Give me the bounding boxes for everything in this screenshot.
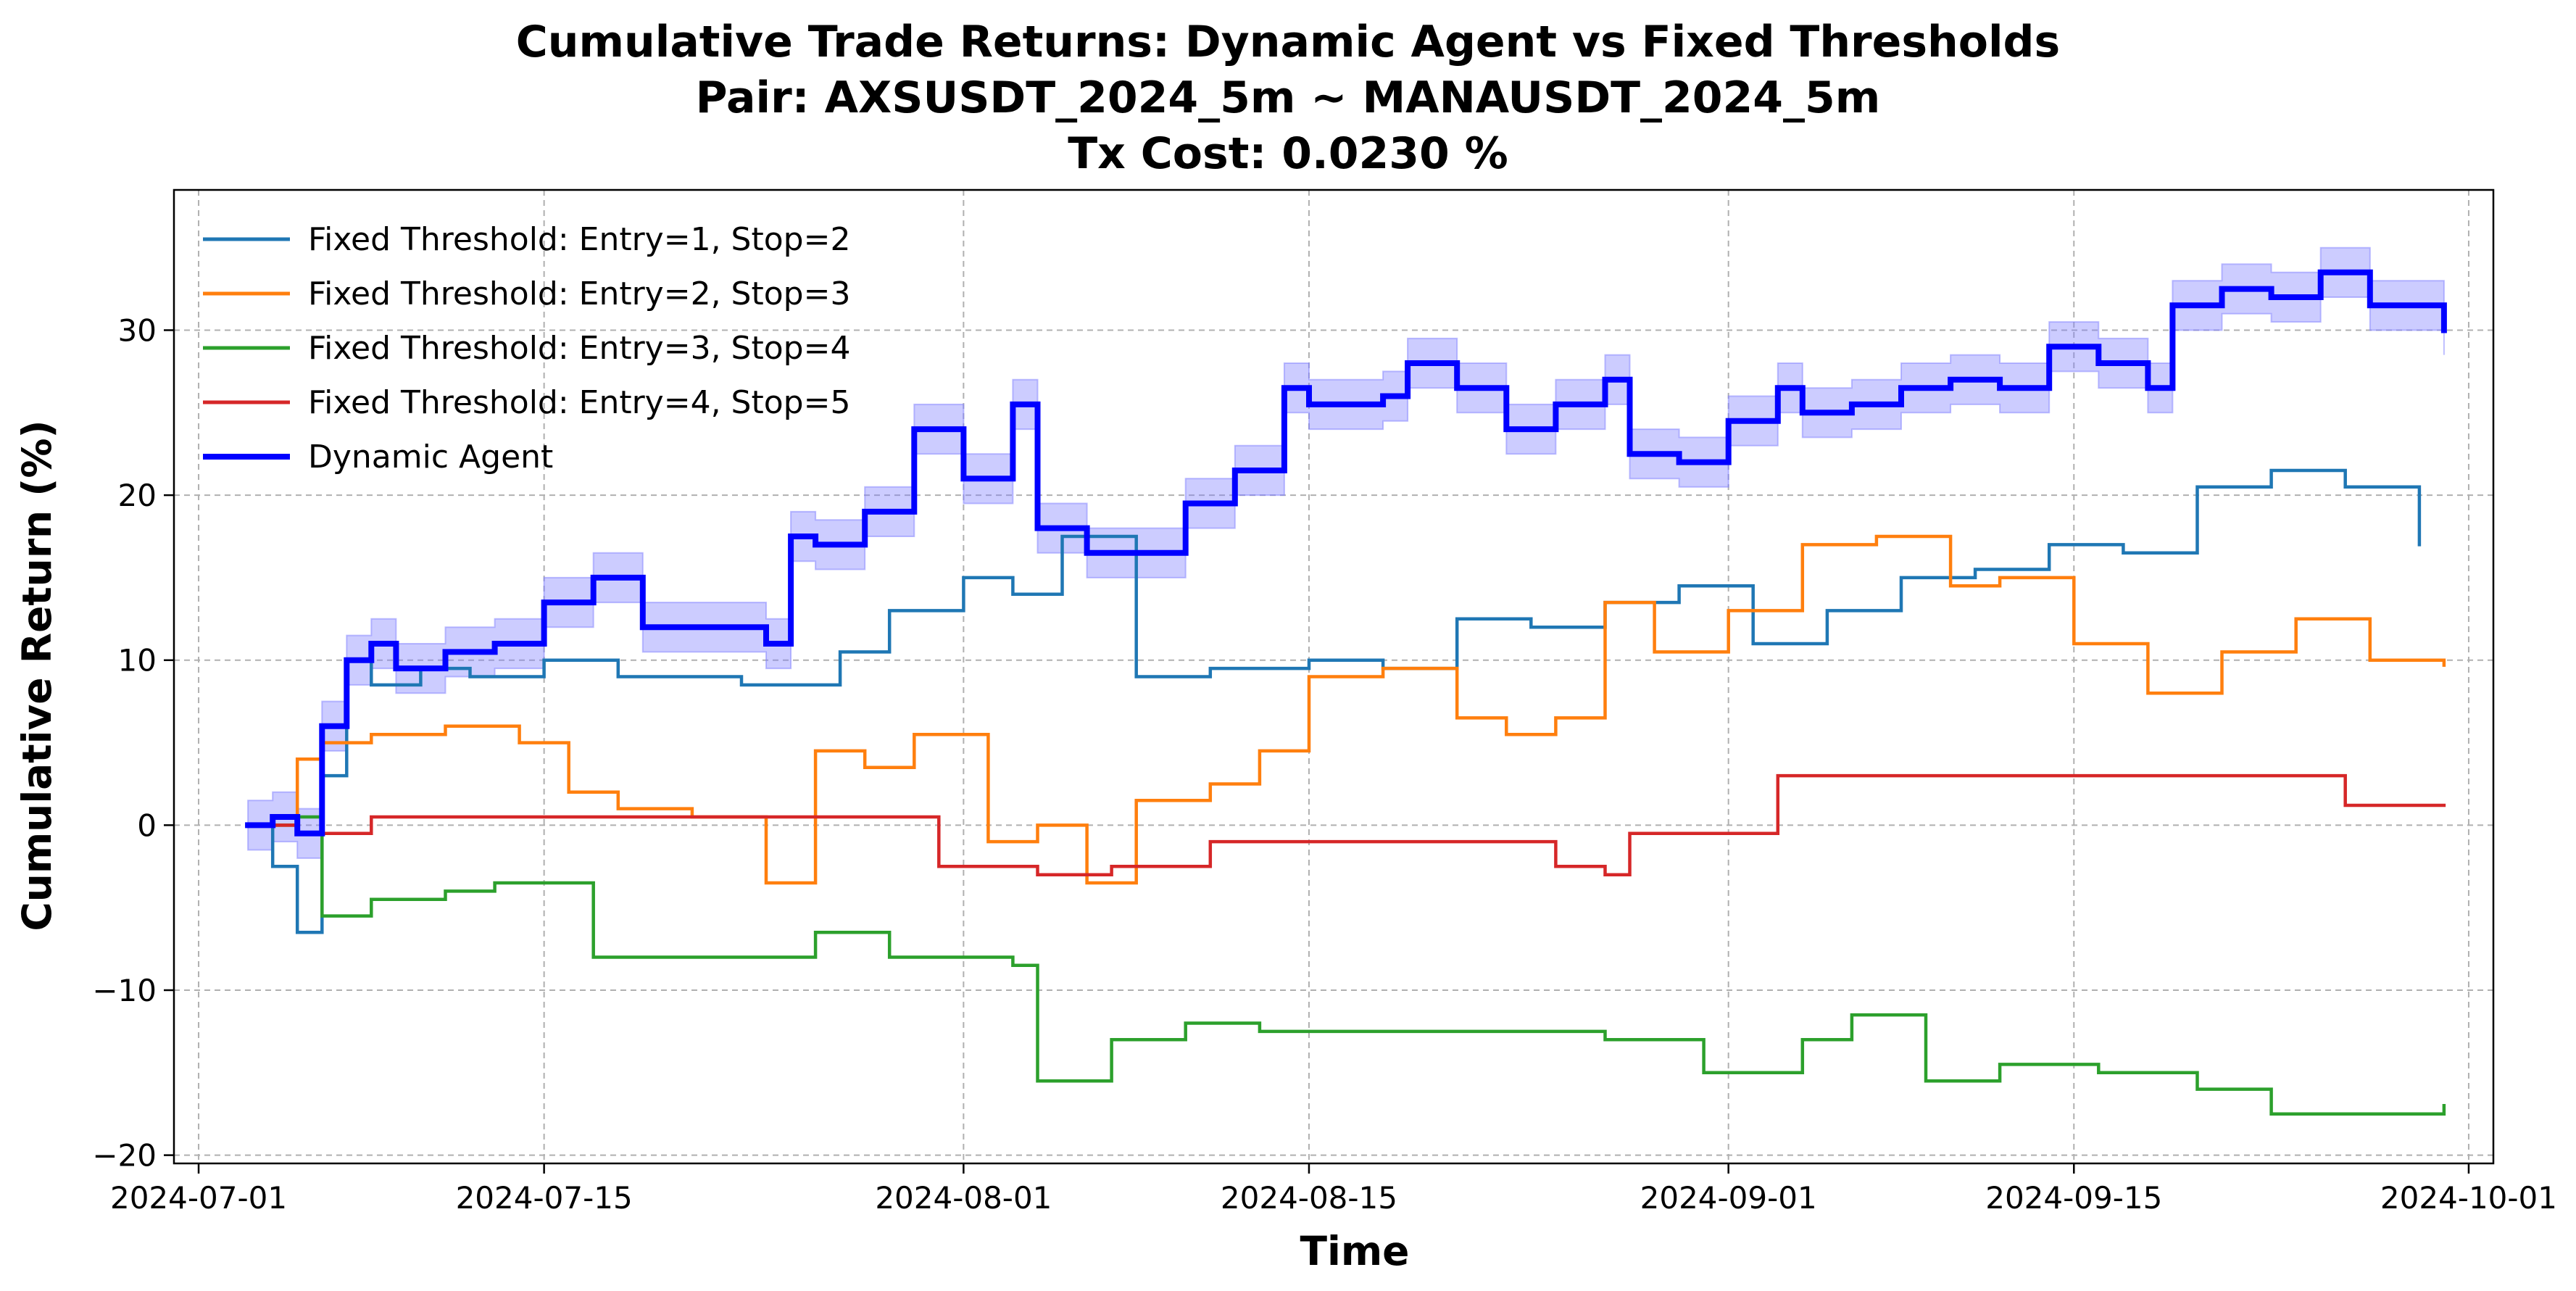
x-tick-label: 2024-07-15 <box>456 1180 633 1216</box>
dynamic-agent-confidence-band <box>247 246 2445 859</box>
chart-title: Cumulative Trade Returns: Dynamic Agent … <box>516 17 2060 179</box>
y-tick-label: −20 <box>92 1138 157 1174</box>
x-tick-label: 2024-10-01 <box>2380 1180 2557 1216</box>
axes <box>173 188 2495 1165</box>
x-tick-label: 2024-07-01 <box>110 1180 287 1216</box>
y-tick-label: 20 <box>118 478 157 513</box>
x-tick-label: 2024-08-15 <box>1221 1180 1397 1216</box>
series-line-dynamic-agent <box>245 269 2447 837</box>
series-line-fixed-threshold-entry-2-stop-3 <box>246 534 2446 885</box>
y-tick-label: 30 <box>118 312 157 348</box>
title-line-2: Pair: AXSUSDT_2024_5m ~ MANAUSDT_2024_5m <box>696 72 1881 123</box>
legend-label: Fixed Threshold: Entry=4, Stop=5 <box>308 384 850 421</box>
grid <box>174 190 2493 1163</box>
legend-label: Fixed Threshold: Entry=2, Stop=3 <box>308 275 850 312</box>
legend: Fixed Threshold: Entry=1, Stop=2 Fixed Th… <box>203 221 850 476</box>
series-line-fixed-threshold-entry-1-stop-2 <box>246 468 2422 934</box>
x-axis-ticks: 2024-07-01 2024-07-15 2024-08-01 2024-08-15… <box>110 1163 2557 1216</box>
y-axis-ticks: −20 −10 0 10 20 30 <box>92 312 174 1174</box>
x-tick-label: 2024-09-01 <box>1640 1180 1817 1216</box>
y-tick-label: −10 <box>92 973 157 1008</box>
y-tick-label: 0 <box>137 808 157 843</box>
legend-label: Fixed Threshold: Entry=3, Stop=4 <box>308 330 850 367</box>
series-lines <box>245 269 2447 1116</box>
y-tick-label: 10 <box>118 643 157 678</box>
x-axis-label: Time <box>1300 1228 1410 1274</box>
legend-label: Fixed Threshold: Entry=1, Stop=2 <box>308 221 850 258</box>
title-line-1: Cumulative Trade Returns: Dynamic Agent … <box>516 17 2060 67</box>
series-line-fixed-threshold-entry-4-stop-5 <box>246 773 2446 876</box>
x-tick-label: 2024-09-15 <box>1985 1180 2162 1216</box>
x-tick-label: 2024-08-01 <box>875 1180 1052 1216</box>
title-line-3: Tx Cost: 0.0230 % <box>1068 128 1508 179</box>
plot-frame <box>173 188 2495 1165</box>
series-line-fixed-threshold-entry-3-stop-4 <box>246 815 2446 1116</box>
y-axis-label: Cumulative Return (%) <box>14 420 60 931</box>
legend-label: Dynamic Agent <box>308 439 553 476</box>
band-dynamic-agent <box>247 246 2445 859</box>
